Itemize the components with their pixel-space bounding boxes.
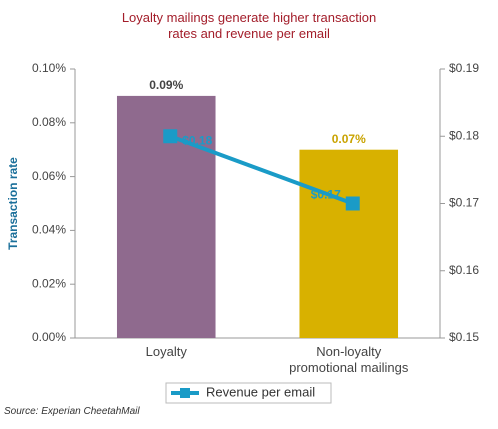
x-tick-label: Loyalty [145,344,187,359]
line-value-label: $0.18 [182,133,212,147]
y-tick-label: 0.08% [32,115,66,129]
source: Source: Experian CheetahMail [4,406,140,417]
bar [299,149,399,338]
y-tick-label: 0.04% [32,223,66,237]
y2-tick-label: $0.18 [449,128,479,142]
chart-title: Loyalty mailings generate higher transac… [121,10,377,41]
x-tick-label: Non-loyalty promotional mailings [289,344,409,375]
y2-tick-label: $0.15 [449,330,479,344]
y-tick-label: 0.00% [32,330,66,344]
y-tick-label: 0.06% [32,169,66,183]
y2-tick-label: $0.19 [449,61,479,75]
y2-tick-label: $0.17 [449,196,479,210]
bar-value-label: 0.07% [332,132,366,146]
y-tick-label: 0.10% [32,61,66,75]
legend-marker [180,388,190,398]
line-marker [345,196,360,211]
line-value-label: $0.17 [311,188,341,202]
legend-box [165,382,332,404]
bar-value-label: 0.09% [149,78,183,92]
y-axis-label: Transaction rate [6,157,20,250]
line-marker [163,129,178,144]
y2-tick-label: $0.16 [449,263,479,277]
legend-label: Revenue per email [206,384,315,399]
line [169,134,354,206]
y-tick-label: 0.02% [32,276,66,290]
